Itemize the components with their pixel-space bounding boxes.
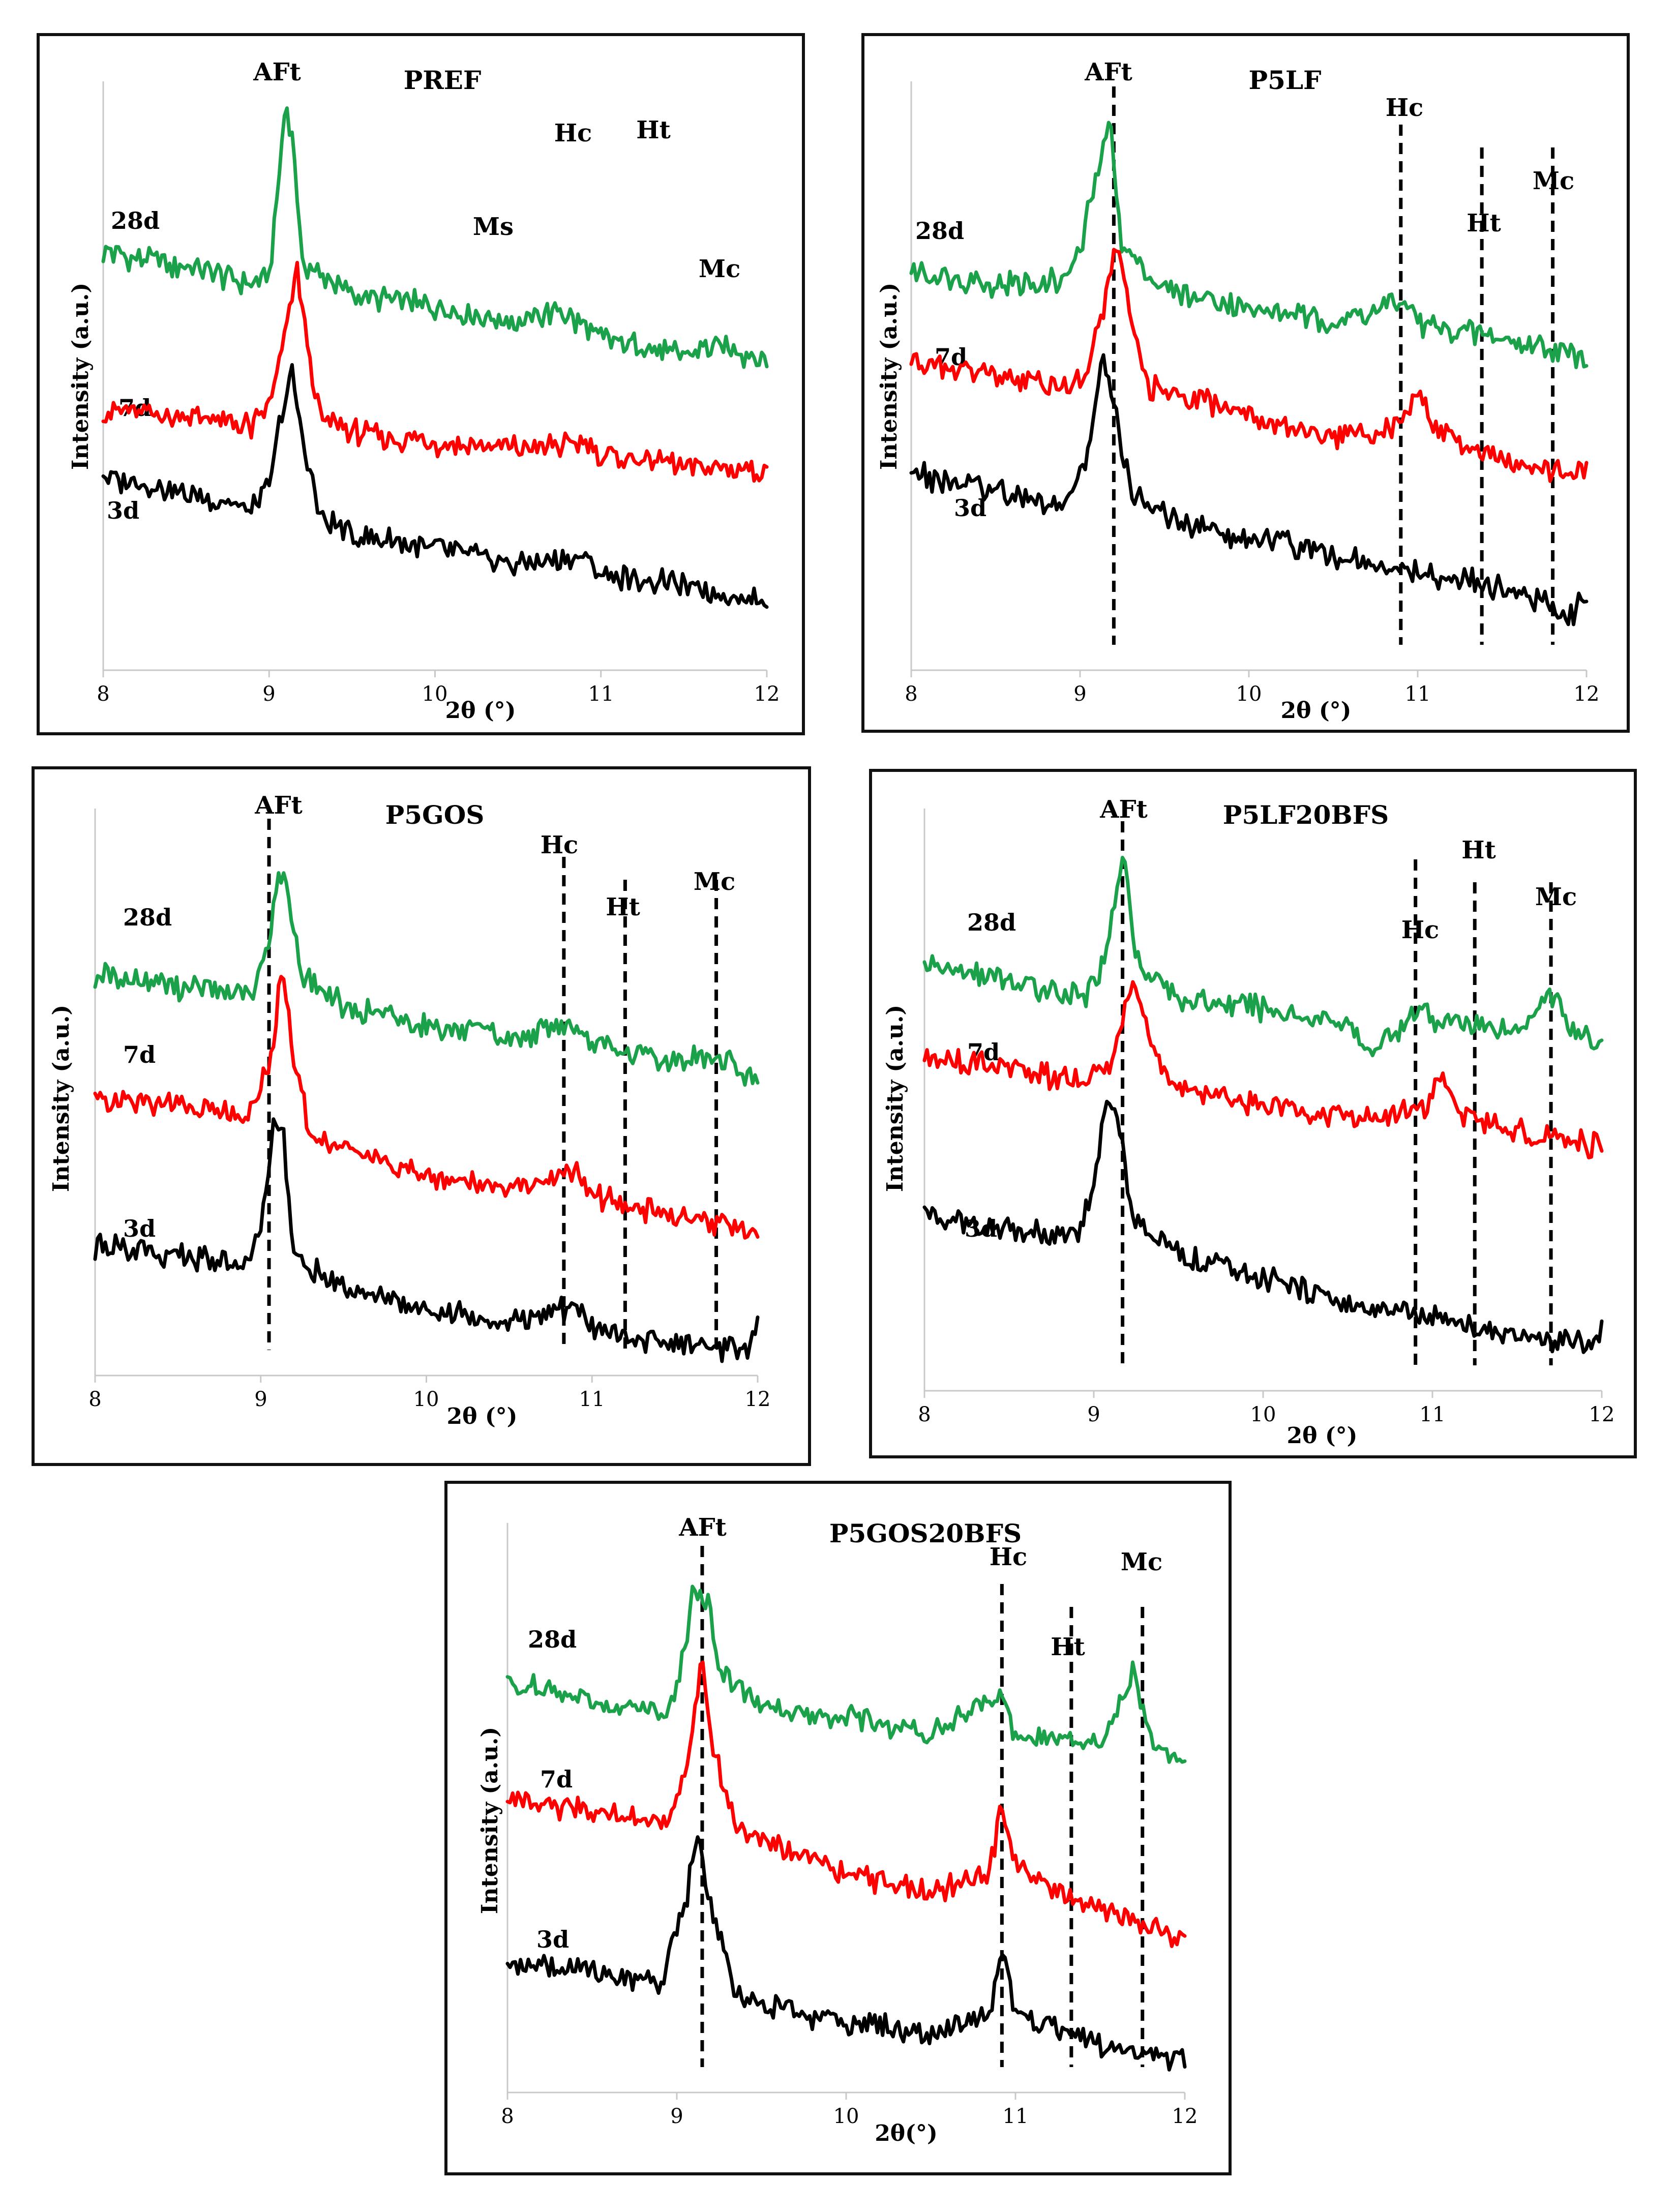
phase-label-ht: Ht — [1051, 1633, 1085, 1661]
series-label-3d: 3d — [107, 497, 139, 524]
panel-title: P5LF20BFS — [1223, 800, 1389, 830]
series-line-3d — [93, 1117, 760, 1363]
series-line-7d — [909, 248, 1589, 483]
panel-frame — [37, 33, 805, 735]
series-label-3d: 3d — [954, 494, 986, 522]
x-tick-label: 8 — [905, 682, 917, 706]
panel-frame — [861, 33, 1630, 733]
series-label-28d: 28d — [967, 909, 1016, 936]
y-axis-title: Intensity (a.u.) — [48, 1005, 74, 1192]
phase-label-mc: Mc — [1535, 883, 1577, 911]
panel-title: PREF — [404, 65, 482, 95]
phase-label-ht: Ht — [606, 893, 640, 921]
phase-label-mc: Mc — [694, 868, 735, 896]
series-label-28d: 28d — [123, 904, 172, 931]
phase-label-hc: Hc — [541, 831, 579, 859]
series-label-7d: 7d — [540, 1766, 573, 1793]
series-line-28d — [909, 121, 1589, 369]
x-tick-label: 12 — [1574, 682, 1600, 706]
panel-p5lf: Intensity (a.u.) 2θ (°) P5LF 8 9 10 11 1… — [861, 33, 1630, 733]
phase-label-hc: Hc — [990, 1543, 1028, 1571]
x-tick-label: 9 — [670, 2105, 683, 2128]
x-tick-label: 11 — [1420, 1403, 1446, 1426]
x-tick-label: 10 — [1236, 682, 1262, 706]
phase-label-aft: AFt — [1099, 795, 1148, 824]
panel-title: P5LF — [1248, 65, 1321, 95]
phase-label-hc: Hc — [1401, 916, 1440, 944]
x-tick-label: 8 — [88, 1388, 101, 1411]
series-line-28d — [93, 871, 760, 1087]
x-tick-label: 9 — [1073, 682, 1086, 706]
series-line-3d — [101, 363, 769, 609]
phase-label-hc: Hc — [554, 119, 592, 147]
series-line-28d — [922, 855, 1604, 1058]
x-tick-label: 8 — [97, 682, 109, 706]
panel-frame — [869, 769, 1637, 1458]
phase-label-ht: Ht — [1461, 836, 1496, 864]
series-label-28d: 28d — [111, 207, 160, 234]
x-tick-label: 10 — [413, 1388, 439, 1411]
series-line-7d — [922, 980, 1604, 1159]
series-line-3d — [909, 353, 1589, 626]
series-line-3d — [922, 1099, 1604, 1354]
x-tick-label: 12 — [1589, 1403, 1615, 1426]
y-axis-title: Intensity (a.u.) — [68, 283, 94, 470]
series-line-28d — [101, 106, 769, 369]
x-tick-label: 8 — [918, 1403, 931, 1426]
series-label-7d: 7d — [123, 1041, 156, 1068]
x-tick-label: 9 — [254, 1388, 267, 1411]
phase-label-mc: Mc — [699, 255, 740, 283]
x-tick-label: 9 — [262, 682, 275, 706]
x-axis-title: 2θ (°) — [445, 698, 516, 724]
panel-p5gos: Intensity (a.u.) 2θ (°) P5GOS 8 9 10 11 … — [32, 766, 811, 1466]
x-axis-title: 2θ (°) — [447, 1403, 518, 1429]
phase-label-aft: AFt — [1084, 58, 1132, 86]
phase-label-mc: Mc — [1121, 1548, 1162, 1576]
x-tick-label: 12 — [754, 682, 780, 706]
panel-p5lf20bfs: Intensity (a.u.) 2θ (°) P5LF20BFS 8 9 10… — [869, 769, 1637, 1458]
series-label-28d: 28d — [915, 217, 964, 245]
panel-p5gos20bfs: Intensity (a.u.) 2θ(°) P5GOS20BFS 8 9 10… — [444, 1481, 1232, 2175]
y-axis-title: Intensity (a.u.) — [876, 283, 902, 470]
x-tick-label: 12 — [745, 1388, 771, 1411]
phase-label-hc: Hc — [1386, 94, 1424, 122]
phase-label-aft: AFt — [678, 1513, 727, 1542]
series-line-3d — [505, 1835, 1187, 2072]
x-tick-label: 10 — [1250, 1403, 1276, 1426]
panel-pref: Intensity (a.u.) 2θ (°) PREF 8 9 10 11 1… — [37, 33, 805, 735]
x-axis-title: 2θ(°) — [875, 2120, 938, 2146]
y-axis-title: Intensity (a.u.) — [882, 1005, 908, 1192]
series-line-7d — [101, 261, 769, 483]
x-tick-label: 11 — [1405, 682, 1431, 706]
panel-title: P5GOS — [385, 800, 485, 830]
series-label-3d: 3d — [536, 1926, 569, 1953]
x-tick-label: 11 — [588, 682, 614, 706]
series-line-7d — [505, 1660, 1187, 1948]
x-axis-title: 2θ (°) — [1287, 1423, 1358, 1449]
x-tick-label: 11 — [579, 1388, 605, 1411]
y-axis-title: Intensity (a.u.) — [477, 1727, 503, 1914]
series-label-3d: 3d — [123, 1215, 156, 1242]
panel-frame — [444, 1481, 1232, 2175]
phase-label-ms: Ms — [473, 213, 514, 241]
x-axis-title: 2θ (°) — [1281, 698, 1352, 724]
x-tick-label: 10 — [422, 682, 448, 706]
phase-label-aft: AFt — [253, 58, 301, 86]
phase-label-ht: Ht — [1467, 209, 1501, 237]
phase-label-aft: AFt — [254, 791, 303, 820]
series-line-7d — [93, 975, 760, 1240]
series-line-28d — [505, 1585, 1187, 1764]
phase-label-ht: Ht — [636, 116, 671, 144]
series-label-28d: 28d — [528, 1626, 577, 1653]
x-tick-label: 10 — [833, 2105, 859, 2128]
x-tick-label: 8 — [501, 2105, 514, 2128]
x-tick-label: 11 — [1003, 2105, 1029, 2128]
x-tick-label: 12 — [1172, 2105, 1198, 2128]
panel-title: P5GOS20BFS — [829, 1518, 1022, 1548]
x-tick-label: 9 — [1087, 1403, 1100, 1426]
